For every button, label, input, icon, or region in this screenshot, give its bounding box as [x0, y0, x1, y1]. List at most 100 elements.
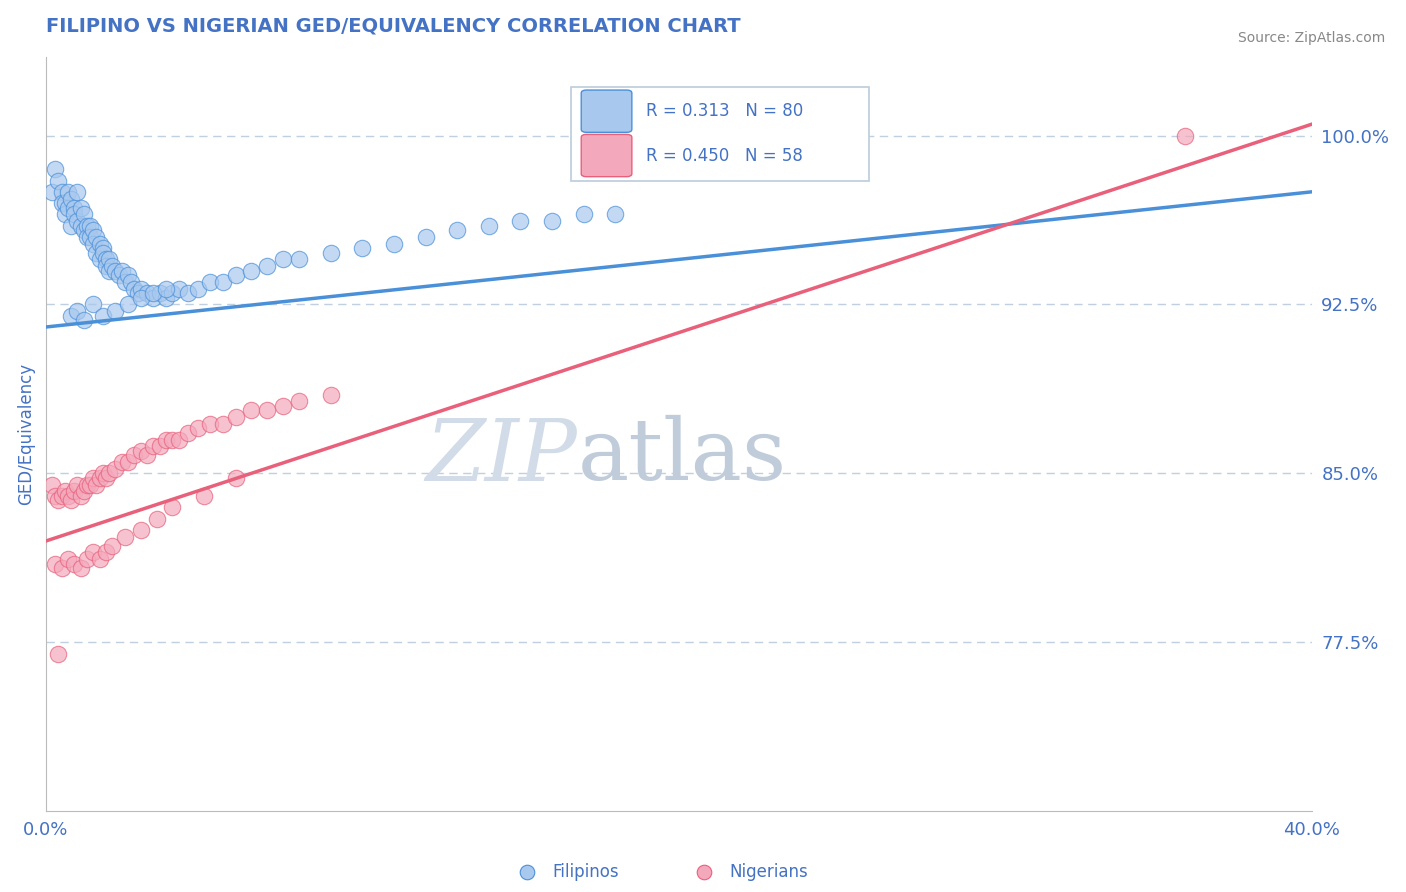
Point [79, 219, 101, 233]
Point [142, 286, 165, 301]
Point [509, 214, 531, 228]
Point [48, 493, 70, 508]
Point [73, 207, 96, 221]
Point [82, 236, 104, 251]
Point [48, 173, 70, 187]
Point [572, 207, 595, 221]
Point [82, 545, 104, 559]
Point [1174, 128, 1197, 143]
Point [111, 455, 134, 469]
Point [66, 185, 89, 199]
Point [76, 552, 98, 566]
Point [177, 286, 200, 301]
Point [94, 471, 117, 485]
Point [79, 477, 101, 491]
Point [271, 252, 294, 267]
Point [73, 313, 96, 327]
Point [48, 647, 70, 661]
Point [69, 561, 91, 575]
Point [155, 433, 177, 447]
Point [60, 493, 83, 508]
Point [82, 223, 104, 237]
Point [104, 462, 127, 476]
Text: Nigerians: Nigerians [730, 863, 808, 880]
Point [162, 433, 184, 447]
Point [187, 421, 209, 435]
Point [91, 467, 114, 481]
Point [117, 297, 139, 311]
Point [98, 252, 121, 267]
Point [162, 500, 184, 515]
Point [66, 304, 89, 318]
Point [51, 185, 73, 199]
Point [76, 230, 98, 244]
Point [129, 444, 152, 458]
Point [69, 201, 91, 215]
Point [155, 282, 177, 296]
Point [271, 399, 294, 413]
Point [41, 477, 63, 491]
Point [53, 207, 76, 221]
Text: Source: ZipAtlas.com: Source: ZipAtlas.com [1237, 31, 1385, 45]
Point [76, 219, 98, 233]
Text: R = 0.450   N = 58: R = 0.450 N = 58 [645, 146, 803, 164]
Point [60, 219, 83, 233]
Text: atlas: atlas [578, 415, 786, 499]
Point [56, 201, 79, 215]
Point [63, 207, 86, 221]
Point [136, 286, 159, 301]
Text: ZIP: ZIP [426, 416, 578, 498]
Point [53, 196, 76, 211]
Point [69, 219, 91, 233]
Point [89, 236, 111, 251]
Point [240, 403, 263, 417]
Point [240, 263, 263, 277]
Point [446, 223, 468, 237]
Point [177, 425, 200, 440]
Point [94, 259, 117, 273]
Point [149, 439, 172, 453]
Point [101, 259, 124, 273]
FancyBboxPatch shape [581, 135, 631, 177]
Point [91, 241, 114, 255]
FancyBboxPatch shape [581, 90, 631, 132]
Point [114, 529, 136, 543]
Point [111, 263, 134, 277]
Point [66, 214, 89, 228]
Point [44, 489, 66, 503]
Point [41, 185, 63, 199]
Point [288, 252, 311, 267]
Point [91, 245, 114, 260]
Point [76, 477, 98, 491]
Point [104, 263, 127, 277]
Point [51, 196, 73, 211]
Point [193, 489, 215, 503]
Point [89, 471, 111, 485]
Text: Filipinos: Filipinos [553, 863, 619, 880]
Point [91, 309, 114, 323]
Point [155, 291, 177, 305]
Point [129, 282, 152, 296]
Point [478, 219, 501, 233]
Point [104, 304, 127, 318]
Point [60, 309, 83, 323]
Point [56, 185, 79, 199]
Point [541, 214, 564, 228]
Point [73, 223, 96, 237]
Point [142, 439, 165, 453]
Point [212, 275, 235, 289]
Point [69, 489, 91, 503]
Point [98, 263, 121, 277]
Point [117, 455, 139, 469]
Point [120, 275, 142, 289]
Y-axis label: GED/Equivalency: GED/Equivalency [17, 363, 35, 505]
Point [127, 286, 149, 301]
Text: R = 0.313   N = 80: R = 0.313 N = 80 [645, 103, 803, 120]
Point [142, 291, 165, 305]
Point [107, 268, 129, 283]
Point [60, 192, 83, 206]
Point [73, 484, 96, 499]
Point [200, 275, 222, 289]
Point [86, 477, 108, 491]
Point [167, 282, 190, 296]
